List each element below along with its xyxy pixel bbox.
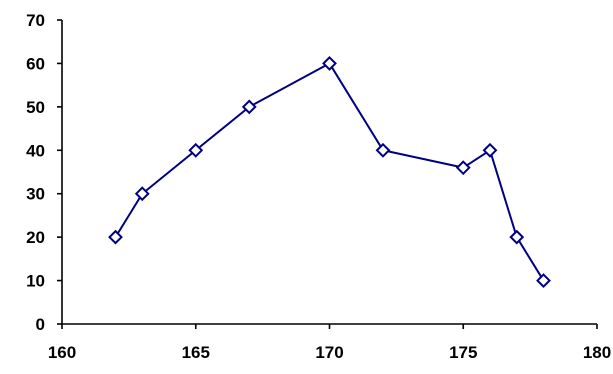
data-point-marker <box>482 142 498 158</box>
data-point-marker <box>108 229 123 245</box>
y-tick-label: 40 <box>26 141 45 160</box>
axis-ticks <box>57 19 598 329</box>
x-tick-label: 160 <box>48 343 76 362</box>
data-point-marker <box>134 186 150 202</box>
data-point-marker <box>188 142 204 158</box>
y-tick-label: 60 <box>26 54 45 73</box>
y-tick-label: 10 <box>26 272 45 291</box>
data-point-marker <box>375 142 391 158</box>
y-tick-label: 70 <box>26 11 45 30</box>
data-point-marker <box>455 160 471 176</box>
x-tick-label: 180 <box>583 343 611 362</box>
data-point-marker <box>509 229 525 245</box>
series-group <box>108 56 551 288</box>
y-tick-label: 0 <box>36 315 45 334</box>
x-tick-label: 175 <box>449 343 477 362</box>
x-tick-label: 170 <box>315 343 343 362</box>
x-tick-label: 165 <box>182 343 210 362</box>
data-point-marker <box>322 56 337 71</box>
tick-labels: 0 10 20 30 40 50 60 70 160 165 170 175 180 <box>26 11 611 362</box>
data-point-marker <box>241 99 257 115</box>
y-tick-label: 30 <box>26 185 45 204</box>
series-line <box>114 62 545 282</box>
y-tick-label: 20 <box>26 228 45 247</box>
data-point-marker <box>536 273 551 288</box>
y-tick-label: 50 <box>26 98 45 117</box>
